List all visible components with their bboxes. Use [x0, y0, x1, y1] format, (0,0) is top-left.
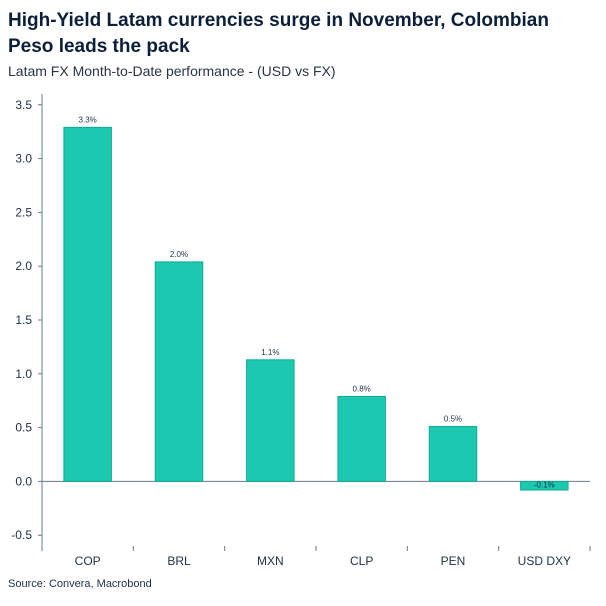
- x-tick-label: BRL: [167, 554, 191, 568]
- data-label: 1.1%: [261, 348, 279, 357]
- y-tick-label: 2.5: [15, 205, 32, 219]
- x-tick-label: MXN: [257, 554, 284, 568]
- y-tick-label: 3.5: [15, 98, 32, 112]
- y-tick-label: 1.0: [15, 367, 32, 381]
- chart-title: High-Yield Latam currencies surge in Nov…: [8, 10, 549, 57]
- data-label: 0.8%: [353, 384, 371, 393]
- bar-pen: [428, 426, 478, 482]
- bar-mxn: [246, 359, 295, 482]
- x-tick-label: PEN: [441, 554, 466, 568]
- bar-cop: [63, 126, 112, 482]
- data-label: 0.5%: [444, 415, 462, 424]
- y-tick-label: 2.0: [15, 259, 32, 273]
- data-label: 2.0%: [170, 250, 188, 259]
- bar-usd-dxy: [520, 480, 569, 491]
- chart-subtitle: Latam FX Month-to-Date performance - (US…: [8, 63, 336, 79]
- data-label: 3.3%: [79, 115, 97, 124]
- data-label: -0.1%: [534, 480, 555, 489]
- y-tick-label: -0.5: [11, 528, 32, 542]
- y-tick-label: 3.0: [15, 152, 32, 166]
- bar-clp: [337, 395, 386, 482]
- y-tick-label: 0.0: [15, 474, 32, 488]
- chart-source: Source: Convera, Macrobond: [8, 578, 152, 590]
- x-tick-label: COP: [75, 554, 101, 568]
- y-tick-label: 0.5: [15, 421, 32, 435]
- x-tick-label: USD DXY: [518, 554, 571, 568]
- x-tick-label: CLP: [350, 554, 373, 568]
- bar-brl: [154, 261, 204, 482]
- y-tick-label: 1.5: [15, 313, 32, 327]
